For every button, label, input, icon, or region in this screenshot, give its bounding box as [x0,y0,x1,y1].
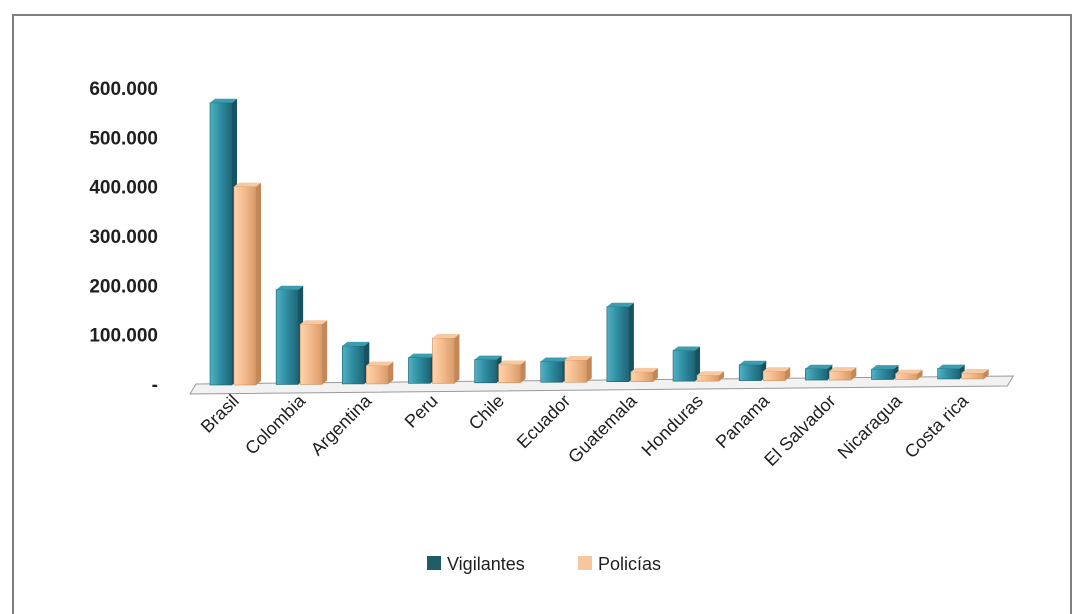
y-tick-label: - [152,375,158,396]
x-tick-label: Honduras [638,391,707,460]
x-tick-label: Chile [465,391,508,434]
x-tick-label: El Salvador [760,391,839,470]
x-tick-label: Colombia [241,390,310,459]
x-tick-label: Peru [401,391,442,432]
bar-policías-argentina [365,361,394,385]
y-axis: - 100.000 200.000 300.000 400.000 500.000 600.… [89,79,158,396]
bar-vigilantes-nicaragua [871,365,899,380]
y-tick-label: 400.000 [89,178,158,199]
x-tick-label: Guatemala [564,390,641,467]
legend-swatch-policías [578,556,592,570]
bar-vigilantes-guatemala [606,302,634,383]
bar-vigilantes-costa-rica [937,364,965,380]
bar-vigilantes-argentina [341,341,370,385]
bar-policías-guatemala [630,367,658,383]
bar-policías-el-salvador [829,367,857,381]
bars-group [209,98,989,386]
bar-policías-nicaragua [895,369,923,380]
bar-vigilantes-ecuador [540,357,568,383]
y-tick-label: 200.000 [89,276,158,297]
bar-vigilantes-colombia [275,285,304,385]
bar-vigilantes-brasil [209,98,237,386]
chart-frame [12,14,1072,614]
y-tick-label: 100.000 [89,326,158,347]
bar-vigilantes-chile [474,355,502,384]
legend: Vigilantes Policías [427,554,661,574]
y-tick-label: 300.000 [89,227,158,248]
bar-policías-brasil [233,182,261,386]
bar-vigilantes-honduras [672,346,701,382]
bar-policías-chile [498,360,526,384]
legend-swatch-vigilantes [427,556,441,570]
bar-policías-ecuador [564,356,592,383]
x-tick-label: Panama [712,390,774,452]
bar-policías-panama [762,367,791,381]
legend-label-policías: Policías [598,554,661,574]
x-tick-label: Argentina [307,390,376,459]
x-tick-label: Nicaragua [834,390,907,463]
bar-vigilantes-panama [738,360,767,381]
x-tick-label: Ecuador [513,391,575,453]
bar-policías-colombia [299,320,328,385]
x-tick-label: Brasil [197,391,243,437]
bar-policías-peru [432,333,460,384]
bar-policías-costa-rica [961,369,989,380]
bar-vigilantes-el-salvador [805,364,833,381]
bar-vigilantes-peru [408,353,436,384]
y-tick-label: 500.000 [89,128,158,149]
bar-policías-honduras [696,371,725,382]
legend-label-vigilantes: Vigilantes [447,554,525,574]
y-tick-label: 600.000 [89,79,158,100]
x-tick-label: Costa rica [901,390,973,462]
